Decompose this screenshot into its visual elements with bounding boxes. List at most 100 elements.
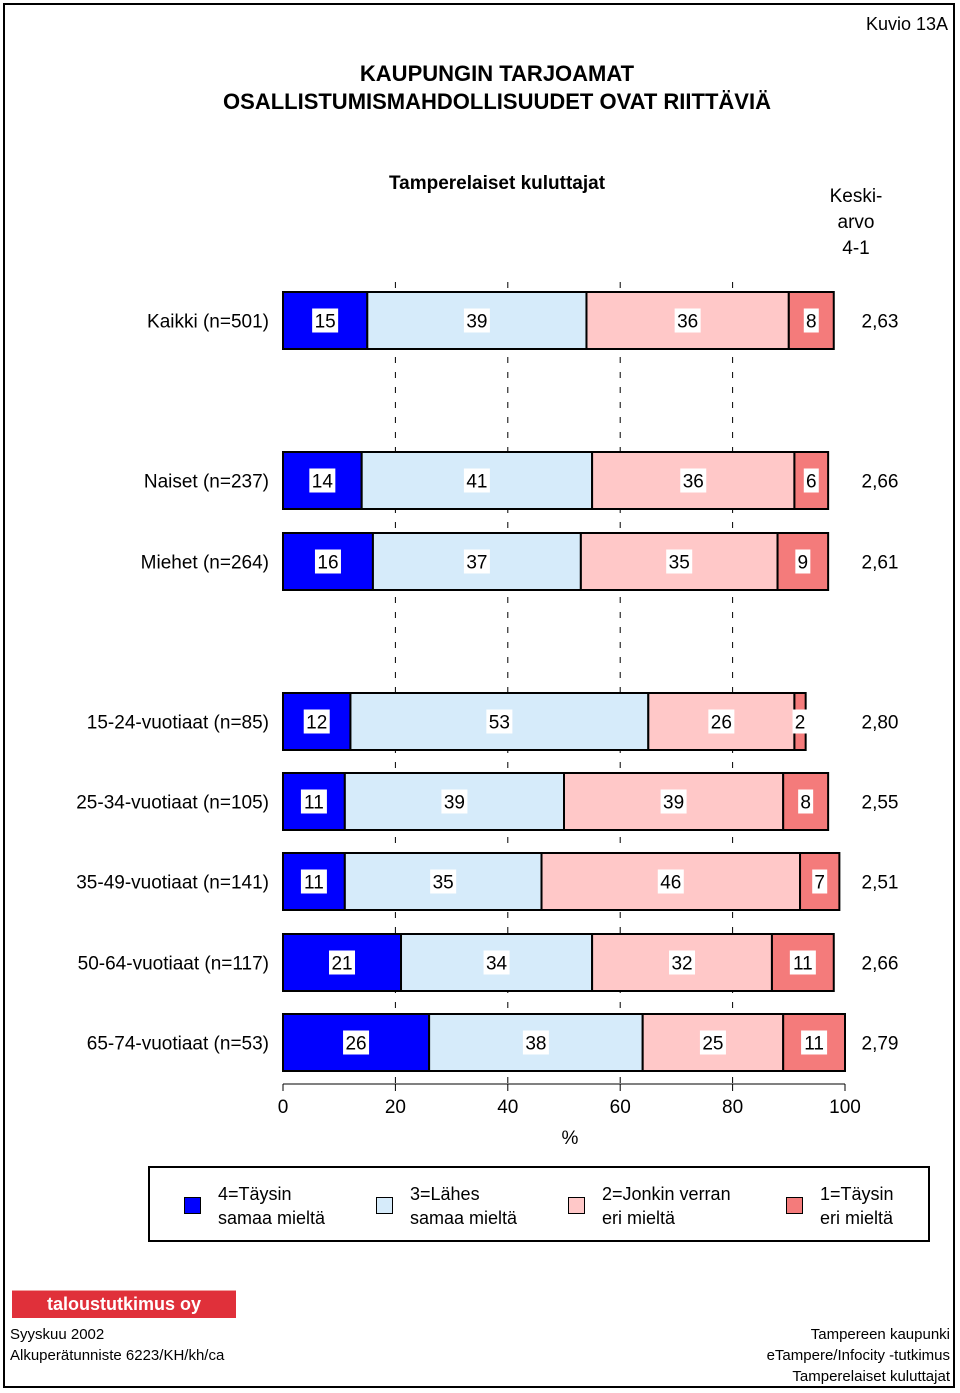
- x-tick-label: 60: [610, 1097, 631, 1118]
- x-tick-label: 0: [278, 1097, 289, 1118]
- data-label-bg: [312, 308, 339, 333]
- mean-value: 2,66: [862, 954, 899, 975]
- data-label-bg: [792, 709, 808, 734]
- data-label-bg: [522, 1030, 549, 1055]
- data-label: 38: [525, 1034, 546, 1055]
- data-label-bg: [486, 709, 513, 734]
- legend-item: 3=Lähes samaa mieltä: [410, 1182, 517, 1230]
- data-label: 9: [798, 553, 809, 574]
- chart-subtitle: Tamperelaiset kuluttajat: [388, 173, 606, 194]
- data-label: 11: [804, 1034, 824, 1055]
- category-label: Naiset (n=237): [144, 472, 269, 493]
- category-label: 35-49-vuotiaat (n=141): [76, 873, 269, 894]
- data-label: 34: [486, 954, 508, 975]
- data-label: 2: [795, 713, 806, 734]
- legend-label: eri mieltä: [820, 1208, 894, 1228]
- footer-code: Alkuperätunniste 6223/KH/kh/ca: [10, 1347, 225, 1364]
- mean-value: 2,51: [862, 873, 899, 894]
- footer-study: eTampere/Infocity -tutkimus: [766, 1347, 950, 1364]
- data-label-bg: [441, 789, 468, 814]
- data-label-bg: [699, 1030, 726, 1055]
- legend: 4=Täysin samaa mieltä 3=Lähes samaa miel…: [148, 1166, 930, 1242]
- stacked-bar-chart: Kaikki (n=501) 15 39 36 8 2,63 Naiset (n=237) 1…: [76, 282, 899, 1149]
- x-tick-label: 40: [497, 1097, 518, 1118]
- data-label: 11: [793, 954, 813, 975]
- category-label: 65-74-vuotiaat (n=53): [87, 1034, 269, 1055]
- data-label: 11: [304, 873, 324, 894]
- data-label: 8: [806, 312, 817, 333]
- data-label-bg: [463, 549, 490, 574]
- legend-label: samaa mieltä: [410, 1208, 518, 1228]
- data-label: 11: [304, 793, 324, 814]
- category-label: 25-34-vuotiaat (n=105): [76, 793, 269, 814]
- data-label-bg: [314, 549, 341, 574]
- mean-value: 2,79: [862, 1034, 899, 1055]
- mean-header-line: arvo: [837, 212, 875, 233]
- bar-segment: [782, 1013, 846, 1072]
- mean-value: 2,55: [862, 793, 899, 814]
- mean-value: 2,66: [862, 472, 899, 493]
- data-label-bg: [708, 709, 735, 734]
- x-tick-label: 20: [385, 1097, 406, 1118]
- figure-label: Kuvio 13A: [865, 14, 948, 34]
- data-label-bg: [666, 549, 693, 574]
- data-label: 25: [702, 1034, 723, 1055]
- data-label-bg: [657, 869, 684, 894]
- data-label-bg: [795, 549, 811, 574]
- x-tick-label: 80: [722, 1097, 743, 1118]
- data-label-bg: [300, 869, 327, 894]
- mean-header: Keski- arvo 4-1: [800, 184, 912, 262]
- data-label: 12: [306, 713, 327, 734]
- x-tick-label: 100: [829, 1097, 861, 1118]
- data-label-bg: [680, 468, 707, 493]
- legend-label: 1=Täysin: [820, 1184, 894, 1204]
- legend-label: samaa mieltä: [218, 1208, 326, 1228]
- legend-item: 4=Täysin samaa mieltä: [218, 1182, 325, 1230]
- category-label: 15-24-vuotiaat (n=85): [87, 713, 269, 734]
- data-label: 41: [466, 472, 487, 493]
- data-label-bg: [463, 468, 490, 493]
- data-label-bg: [309, 468, 336, 493]
- data-label-bg: [789, 950, 816, 975]
- bar-segment: [282, 1013, 431, 1072]
- chart-title-line2: OSALLISTUMISMAHDOLLISUUDET OVAT RIITTÄVI…: [223, 89, 771, 114]
- mean-value: 2,63: [862, 312, 899, 333]
- footer-date: Syyskuu 2002: [10, 1326, 105, 1343]
- data-label-bg: [343, 1030, 370, 1055]
- data-label: 35: [669, 553, 690, 574]
- data-label: 32: [671, 954, 692, 975]
- legend-label: 2=Jonkin verran: [602, 1184, 731, 1204]
- legend-item: 2=Jonkin verran eri mieltä: [602, 1182, 731, 1230]
- data-label: 16: [317, 553, 338, 574]
- legend-swatch-s1: [786, 1197, 803, 1214]
- data-label: 14: [312, 472, 334, 493]
- data-label-bg: [463, 308, 490, 333]
- data-label: 26: [711, 713, 732, 734]
- data-label-bg: [812, 869, 828, 894]
- data-label: 36: [677, 312, 698, 333]
- data-label: 36: [683, 472, 704, 493]
- mean-value: 2,80: [862, 713, 899, 734]
- data-label: 21: [331, 954, 352, 975]
- data-label-bg: [483, 950, 510, 975]
- data-label-bg: [660, 789, 687, 814]
- category-label: Kaikki (n=501): [147, 312, 269, 333]
- bar-segment: [585, 291, 790, 350]
- category-label: 50-64-vuotiaat (n=117): [78, 954, 269, 975]
- data-label: 26: [345, 1034, 366, 1055]
- data-label-bg: [430, 869, 457, 894]
- data-label-bg: [801, 1030, 828, 1055]
- data-label: 8: [800, 793, 811, 814]
- data-label-bg: [674, 308, 701, 333]
- legend-item: 1=Täysin eri mieltä: [820, 1182, 894, 1230]
- mean-header-line: Keski-: [829, 186, 883, 207]
- taloustutkimus-logo: taloustutkimus oy: [12, 1291, 236, 1318]
- x-axis-label: %: [562, 1128, 579, 1149]
- legend-label: 3=Lähes: [410, 1184, 480, 1204]
- data-label: 7: [814, 873, 825, 894]
- legend-label: eri mieltä: [602, 1208, 676, 1228]
- data-label-bg: [300, 789, 327, 814]
- data-label: 39: [444, 793, 465, 814]
- legend-swatch-s2: [568, 1197, 585, 1214]
- data-label: 46: [660, 873, 681, 894]
